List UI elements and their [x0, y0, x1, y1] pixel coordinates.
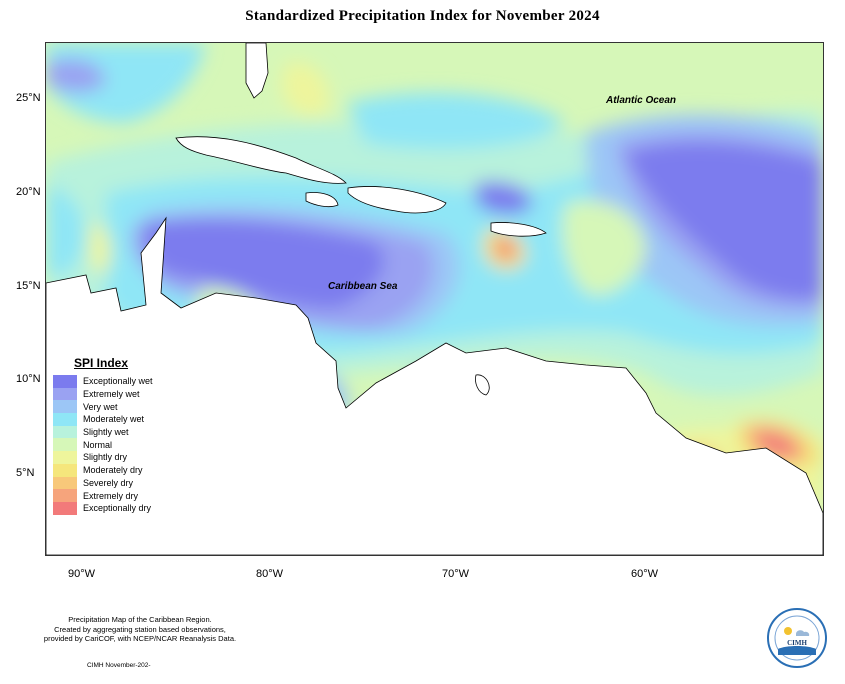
cloud-icon: [796, 630, 810, 636]
legend-label: Severely dry: [83, 477, 134, 488]
lon-tick-90w: 90°W: [68, 568, 96, 580]
logo-text: CIMH: [787, 639, 807, 647]
legend-label: Normal: [83, 439, 113, 450]
legend-item: Severely dry: [53, 476, 173, 490]
legend-label: Exceptionally dry: [83, 503, 152, 514]
legend-item: Moderately dry: [53, 463, 173, 477]
lon-tick-80w: 80°W: [256, 568, 284, 580]
legend-swatch: [53, 413, 77, 426]
legend-label: Exceptionally wet: [83, 376, 153, 387]
lat-tick-5n: 5°N: [16, 467, 35, 479]
legend-label: Moderately dry: [83, 465, 143, 476]
sun-icon: [784, 627, 792, 635]
lon-tick-60w: 60°W: [631, 568, 659, 580]
legend-item: Slightly wet: [53, 425, 173, 439]
legend-swatch: [53, 387, 77, 401]
legend-title: SPI Index: [74, 356, 129, 370]
legend-swatch: [53, 451, 77, 464]
legend-label: Very wet: [83, 401, 118, 412]
legend-label: Extremely dry: [83, 490, 139, 501]
lat-tick-15n: 15°N: [16, 280, 41, 292]
footnote-line-1: Precipitation Map of the Caribbean Regio…: [68, 615, 212, 624]
credit-text: CIMH November-202-: [87, 662, 151, 669]
landmasses: [46, 43, 823, 555]
legend-label: Extremely wet: [83, 389, 140, 400]
legend-swatch: [53, 375, 77, 388]
legend-item: Exceptionally wet: [53, 375, 173, 388]
legend-items: Exceptionally wet Extremely wet Very wet…: [53, 375, 173, 515]
legend-item: Exceptionally dry: [53, 501, 173, 515]
legend-swatch: [53, 463, 77, 477]
map-title: Standardized Precipitation Index for Nov…: [245, 8, 600, 24]
water-icon: [778, 646, 816, 655]
legend-label: Slightly wet: [83, 427, 129, 438]
spi-legend: SPI Index Exceptionally wet Extremely we…: [53, 356, 173, 515]
legend-item: Extremely wet: [53, 387, 173, 401]
footnote-line-3: provided by CariCOF, with NCEP/NCAR Rean…: [43, 634, 237, 643]
legend-swatch: [53, 438, 77, 452]
legend-swatch: [53, 501, 77, 515]
lon-tick-70w: 70°W: [442, 568, 470, 580]
spi-map: Atlantic Ocean Caribbean Sea: [45, 42, 824, 556]
legend-swatch: [53, 425, 77, 439]
legend-item: Very wet: [53, 400, 173, 414]
cimh-logo: CIMH: [767, 608, 827, 668]
legend-label: Slightly dry: [83, 452, 128, 463]
legend-swatch: [53, 400, 77, 414]
legend-item: Slightly dry: [53, 451, 173, 464]
caribbean-sea-label: Caribbean Sea: [328, 281, 398, 292]
lat-tick-25n: 25°N: [16, 92, 41, 104]
legend-item: Extremely dry: [53, 489, 173, 502]
legend-label: Moderately wet: [83, 414, 145, 425]
legend-item: Normal: [53, 438, 173, 452]
lat-tick-20n: 20°N: [16, 186, 41, 198]
legend-item: Moderately wet: [53, 413, 173, 426]
footnote: Precipitation Map of the Caribbean Regio…: [20, 615, 260, 644]
atlantic-ocean-label: Atlantic Ocean: [606, 95, 677, 106]
spi-map-canvas: [46, 43, 823, 555]
legend-swatch: [53, 489, 77, 502]
lat-tick-10n: 10°N: [16, 373, 41, 385]
footnote-line-2: Created by aggregating station based obs…: [54, 624, 226, 634]
legend-swatch: [53, 476, 77, 490]
